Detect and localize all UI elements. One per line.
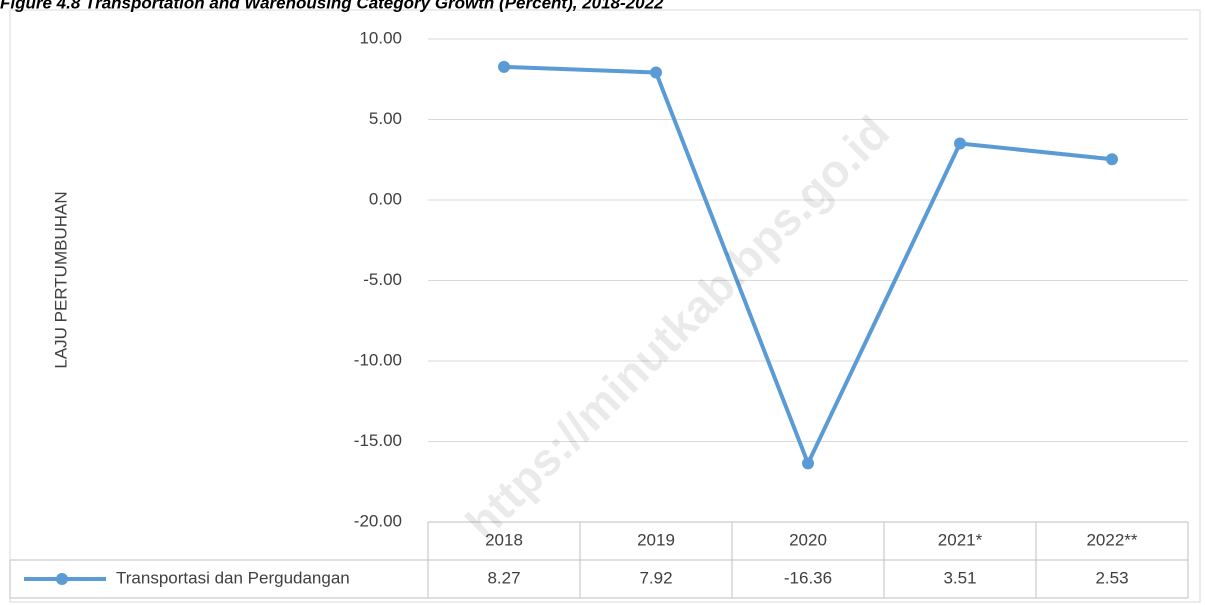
- x-tick-label: 2022**: [1086, 530, 1137, 549]
- marker: [650, 66, 662, 79]
- chart-title: Figure 4.8 Transportation and Warehousin…: [0, 0, 664, 12]
- marker: [1106, 153, 1118, 166]
- x-tick-label: 2020: [789, 530, 827, 549]
- y-tick-label: 10.00: [359, 28, 402, 47]
- y-tick-label: -5.00: [363, 270, 402, 289]
- table-value: 3.51: [943, 568, 976, 587]
- x-tick-label: 2021*: [938, 530, 983, 549]
- table-value: 7.92: [639, 568, 672, 587]
- y-axis-label: LAJU PERTUMBUHAN: [51, 191, 70, 368]
- x-tick-label: 2019: [637, 530, 675, 549]
- chart-frame: [9, 9, 1201, 603]
- marker: [954, 137, 966, 150]
- y-tick-label: 5.00: [369, 109, 402, 128]
- table-value: 2.53: [1095, 568, 1128, 587]
- legend-label: Transportasi dan Pergudangan: [116, 568, 350, 587]
- table-value: 8.27: [487, 568, 520, 587]
- y-tick-label: -10.00: [354, 350, 402, 369]
- x-tick-label: 2018: [485, 530, 523, 549]
- marker: [802, 457, 814, 470]
- table-value: -16.36: [784, 568, 832, 587]
- marker: [498, 60, 510, 73]
- y-tick-label: -20.00: [354, 511, 402, 530]
- y-tick-label: -15.00: [354, 431, 402, 450]
- y-tick-label: 0.00: [369, 189, 402, 208]
- legend-marker: [56, 573, 68, 585]
